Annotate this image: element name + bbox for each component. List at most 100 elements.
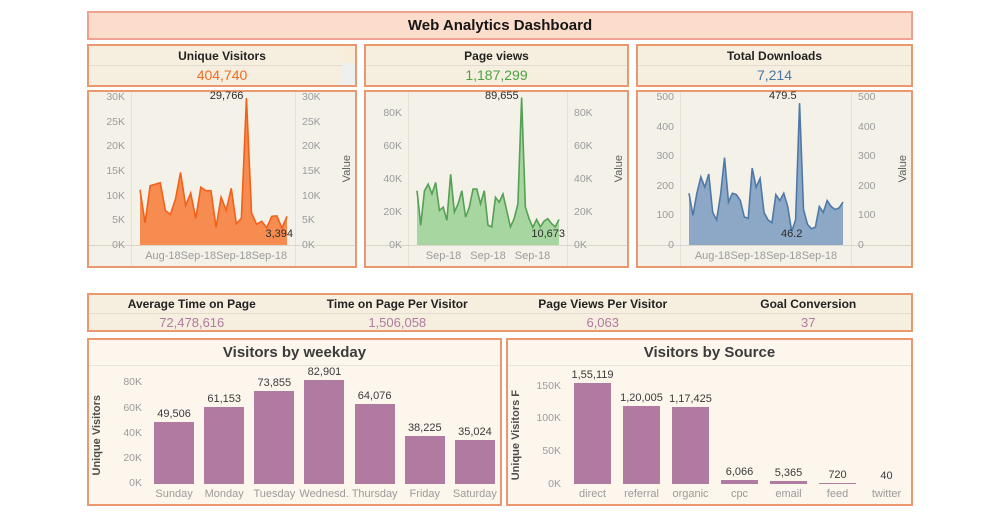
y-axis-right: 0K 20K 40K 60K 80K bbox=[568, 92, 610, 251]
y-tick: 500 bbox=[656, 91, 674, 104]
bar-referral[interactable] bbox=[623, 405, 660, 485]
x-tick: Sep-18 bbox=[730, 250, 766, 262]
y-axis-title: Unique Visitors bbox=[89, 366, 105, 504]
chart-body: Unique Visitors F 0K 50K 100K 150K 1,55,119… bbox=[508, 366, 911, 504]
bar-Saturday[interactable] bbox=[454, 440, 495, 485]
bar-value-label: 49,506 bbox=[157, 408, 191, 420]
y-axis-title-text: Value bbox=[612, 154, 625, 183]
x-tick: Aug-18 bbox=[145, 250, 181, 262]
bar-Wednesd..[interactable] bbox=[304, 380, 345, 485]
bar-group-Saturday: 35,024 bbox=[450, 366, 500, 485]
x-axis: Aug-18 Sep-18 Sep-18 Sep-18 bbox=[638, 245, 911, 266]
y-tick: 20K bbox=[123, 451, 142, 464]
bar-feed[interactable] bbox=[819, 483, 856, 485]
kpi-goal-conversion: Goal Conversion 37 bbox=[705, 295, 911, 330]
plot-area[interactable]: 479.5 46.2 bbox=[680, 90, 852, 245]
y-axis-title: Value bbox=[610, 92, 627, 245]
x-category-label: twitter bbox=[871, 488, 902, 501]
unique-visitors-trend-area-mark[interactable] bbox=[132, 92, 295, 245]
kpi-label: Page views bbox=[366, 46, 627, 66]
chart-body: Unique Visitors 0K 20K 40K 60K 80K 49,506 61,… bbox=[89, 366, 500, 504]
bar-Sunday[interactable] bbox=[154, 422, 195, 485]
y-tick: 15K bbox=[106, 164, 125, 177]
y-tick: 50K bbox=[542, 445, 561, 458]
min-value-annotation: 10,673 bbox=[531, 228, 565, 240]
y-tick: 25K bbox=[302, 115, 321, 128]
bar-plot: 49,506 61,153 73,855 82,901 64,076 38,225 35,0… bbox=[149, 366, 500, 485]
y-tick: 40K bbox=[574, 173, 593, 186]
kpi-value: 1,506,058 bbox=[368, 314, 427, 330]
bar-Monday[interactable] bbox=[204, 407, 245, 485]
y-tick: 100 bbox=[858, 209, 876, 222]
kpi-page-views: Page views 1,187,299 bbox=[364, 44, 629, 87]
y-axis-right: 0K 5K 10K 15K 20K 25K 30K bbox=[296, 90, 338, 251]
kpi-value: 72,478,616 bbox=[159, 314, 225, 330]
y-tick: 40K bbox=[123, 426, 142, 439]
kpi-page-views-per-visitor: Page Views Per Visitor 6,063 bbox=[500, 295, 706, 330]
y-tick: 40K bbox=[383, 173, 402, 186]
bar-value-label: 1,17,425 bbox=[669, 393, 712, 406]
x-category-label: feed bbox=[826, 488, 849, 501]
bar-value-label: 40 bbox=[880, 470, 893, 483]
page-views-trend-area-mark[interactable] bbox=[409, 92, 567, 245]
kpi-label: Time on Page Per Visitor bbox=[294, 295, 500, 314]
bar-group-Tuesday: 73,855 bbox=[249, 366, 299, 485]
kpi-row-primary: Unique Visitors 404,740 Page views 1,187… bbox=[87, 44, 913, 87]
y-axis-title-text: Value bbox=[896, 154, 909, 183]
y-tick: 20K bbox=[383, 206, 402, 219]
bar-value-label: 73,855 bbox=[257, 377, 292, 390]
x-category-label: organic bbox=[672, 488, 709, 501]
bar-cpc[interactable] bbox=[721, 480, 758, 485]
dashboard-title: Web Analytics Dashboard bbox=[87, 11, 913, 40]
y-tick: 80K bbox=[383, 107, 402, 120]
bar-value-label: 38,225 bbox=[407, 422, 442, 435]
y-tick: 200 bbox=[656, 179, 674, 192]
y-tick: 0K bbox=[302, 239, 315, 251]
bar-Thursday[interactable] bbox=[354, 403, 395, 485]
total-downloads-trend-area-mark[interactable] bbox=[681, 92, 851, 245]
y-tick: 60K bbox=[123, 401, 142, 414]
y-tick: 10K bbox=[106, 189, 125, 202]
x-tick: Sep-18 bbox=[425, 250, 462, 262]
y-tick: 25K bbox=[106, 115, 125, 128]
y-tick: 20K bbox=[302, 140, 321, 153]
max-value-annotation: 29,766 bbox=[209, 90, 244, 102]
y-tick: 30K bbox=[302, 90, 321, 103]
y-axis-ticks: 0K 20K 40K 60K 80K bbox=[105, 366, 149, 489]
scrollbar[interactable] bbox=[342, 46, 355, 85]
x-category-label: Sunday bbox=[155, 488, 193, 501]
bar-organic[interactable] bbox=[672, 407, 709, 485]
plot-area[interactable]: 29,766 3,394 bbox=[131, 90, 296, 245]
chart-title: Visitors by weekday bbox=[89, 340, 500, 366]
x-axis-labels: Sep-18 Sep-18 Sep-18 bbox=[408, 246, 568, 266]
x-axis: Sep-18 Sep-18 Sep-18 bbox=[366, 245, 627, 266]
unique-visitors-trend-chart: 0K 5K 10K 15K 20K 25K 30K 29,766 3,394 0K 5K 10K 1… bbox=[87, 90, 357, 268]
y-axis-right: 0 100 200 300 400 500 bbox=[852, 91, 894, 251]
page-views-trend-chart: 0K 20K 40K 60K 80K 89,655 10,673 0K 20K 40K 60K 8… bbox=[364, 90, 629, 268]
bar-email[interactable] bbox=[770, 480, 807, 485]
x-tick: Sep-18 bbox=[514, 250, 551, 262]
bar-group-direct: 1,55,119 bbox=[568, 366, 617, 485]
x-category-label: Wednesd.. bbox=[299, 488, 350, 501]
bar-Friday[interactable] bbox=[404, 436, 445, 485]
bar-group-feed: 720 bbox=[813, 366, 862, 485]
bar-group-Sunday: 49,506 bbox=[149, 366, 199, 485]
bar-group-email: 5,365 bbox=[764, 366, 813, 485]
bar-direct[interactable] bbox=[574, 382, 611, 485]
x-tick: Sep-18 bbox=[766, 250, 802, 262]
y-axis-title-text: Value bbox=[340, 154, 353, 183]
bar-group-Friday: 38,225 bbox=[400, 366, 450, 485]
y-tick: 400 bbox=[858, 120, 876, 133]
kpi-label: Total Downloads bbox=[638, 46, 911, 66]
plot-area[interactable]: 89,655 10,673 bbox=[408, 90, 568, 245]
y-tick: 400 bbox=[656, 120, 674, 133]
bar-group-referral: 1,20,005 bbox=[617, 366, 666, 485]
visitors-by-source-chart: Visitors by Source Unique Visitors F 0K 5… bbox=[506, 338, 913, 507]
bar-group-cpc: 6,066 bbox=[715, 366, 764, 485]
y-axis-title-text: Unique Visitors F bbox=[510, 390, 522, 481]
x-axis-labels: Sunday Monday Tuesday Wednesd.. Thursday Frid… bbox=[149, 484, 500, 504]
y-tick: 100K bbox=[536, 412, 561, 425]
y-tick: 100 bbox=[656, 209, 674, 222]
y-tick: 5K bbox=[302, 214, 315, 227]
bar-Tuesday[interactable] bbox=[254, 391, 295, 485]
